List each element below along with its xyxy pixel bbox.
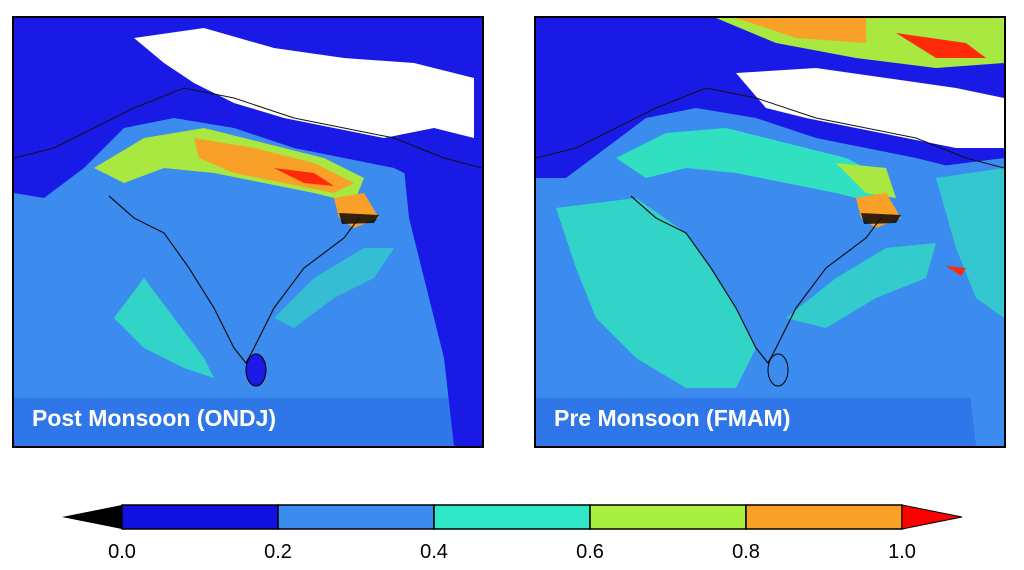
colorbar-over-arrow [901, 504, 963, 530]
bay-of-bengal-plume [274, 248, 394, 328]
indo-gangetic-high-band [836, 163, 896, 198]
map-panel-pre-monsoon: Pre Monsoon (FMAM) [534, 16, 1006, 448]
indo-gangetic-peak [274, 168, 334, 186]
india-peninsula-field [109, 188, 359, 363]
colorbar-bin-0 [121, 504, 279, 530]
coastline [630, 195, 882, 365]
colorbar-ticks: 0.0 0.2 0.4 0.6 0.8 1.0 [108, 541, 916, 563]
colorbar-tick-label: 1.0 [888, 541, 916, 563]
map-panel-post-monsoon: Post Monsoon (ONDJ) [12, 16, 484, 448]
sri-lanka [245, 353, 267, 387]
colorbar-tick-label: 0.4 [420, 541, 448, 563]
sri-lanka [767, 353, 789, 387]
colorbar: 0.0 0.2 0.4 0.6 0.8 1.0 [62, 504, 963, 563]
colorbar-tick-label: 0.8 [732, 541, 760, 563]
colorbar-bin-2 [433, 504, 591, 530]
missing-data-region [736, 68, 1004, 148]
southern-ocean-field [14, 398, 482, 446]
colorbar-tick-label: 0.0 [108, 541, 136, 563]
arabian-sea-plume [114, 278, 214, 378]
arabian-sea-plume [556, 198, 756, 388]
coastline [108, 195, 360, 365]
colorbar-bin-3 [589, 504, 747, 530]
colorbar-tick-label: 0.6 [576, 541, 604, 563]
bay-of-bengal-plume [786, 243, 936, 328]
india-peninsula-field [631, 188, 881, 363]
border-line [536, 87, 1004, 169]
panel-label-pre-monsoon: Pre Monsoon (FMAM) [554, 405, 791, 431]
border-line [14, 87, 482, 169]
colorbar-bin-4 [745, 504, 903, 530]
myanmar-peak [946, 266, 966, 276]
panel-label-post-monsoon: Post Monsoon (ONDJ) [32, 405, 277, 431]
desert-peak-field [896, 33, 986, 58]
missing-data-region [134, 28, 474, 138]
colorbar-bins [121, 504, 903, 530]
eastern-land-field [404, 158, 482, 446]
colorbar-under-arrow [62, 505, 122, 529]
pre-monsoon-map [536, 18, 1004, 446]
colorbar-tick-label: 0.2 [264, 541, 292, 563]
desert-high-field [736, 18, 866, 43]
indo-gangetic-mid-band [616, 128, 886, 203]
post-monsoon-map [14, 18, 482, 446]
southern-ocean-field [536, 398, 1004, 446]
colorbar-bin-1 [277, 504, 435, 530]
eastern-plume-field [936, 168, 1004, 318]
